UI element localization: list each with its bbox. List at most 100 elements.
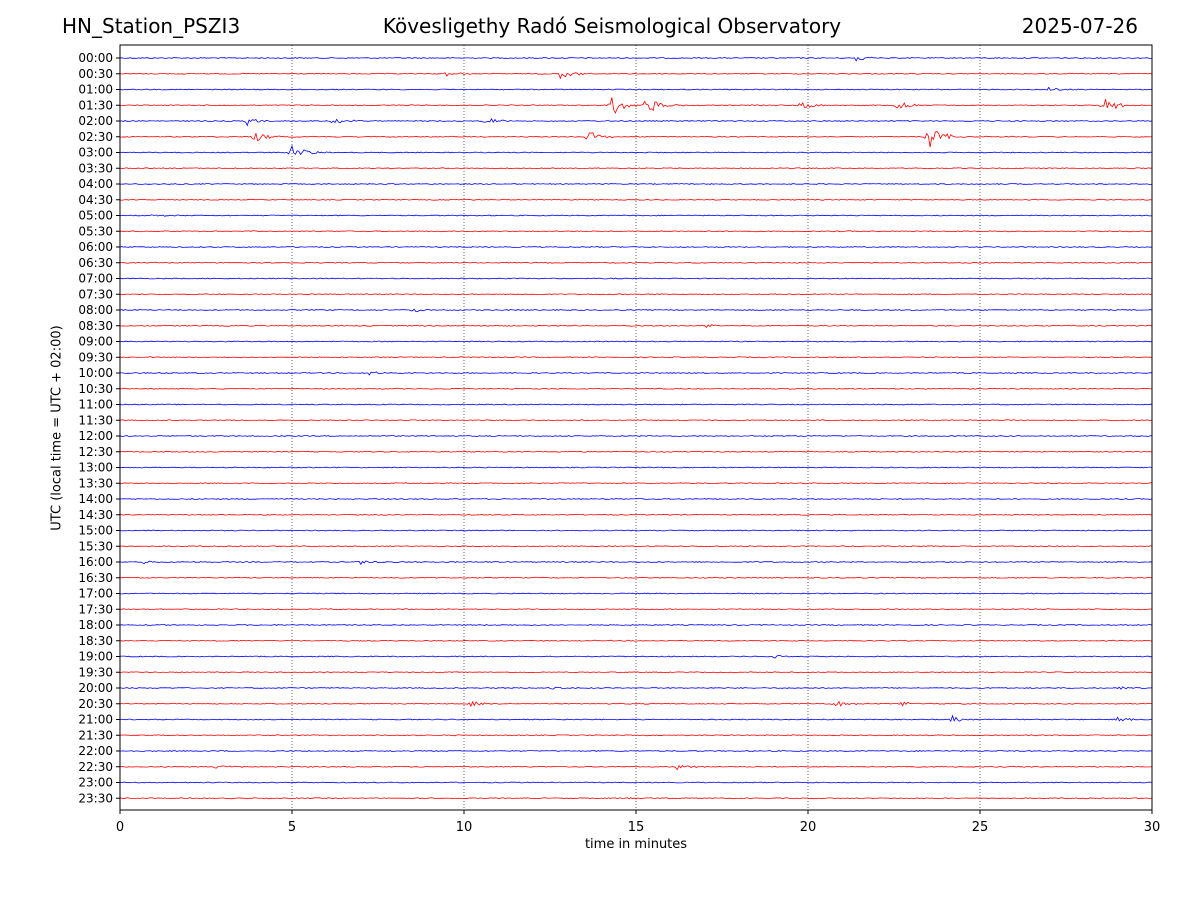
y-tick-label: 11:30: [78, 413, 113, 427]
trace-row: [120, 340, 1153, 343]
y-tick-label: 08:30: [78, 319, 113, 333]
y-tick-label: 21:30: [78, 728, 113, 742]
x-tick-label: 10: [456, 820, 473, 835]
trace-row: [119, 117, 1153, 127]
trace-row: [119, 482, 1152, 485]
trace-row: [119, 246, 1153, 248]
trace-row: [119, 781, 1153, 784]
x-tick-label: 30: [1144, 820, 1161, 835]
y-axis-label: UTC (local time = UTC + 02:00): [49, 325, 65, 531]
y-tick-label: 03:00: [78, 146, 113, 160]
y-tick-label: 16:00: [78, 555, 113, 569]
trace-row: [120, 230, 1153, 233]
trace-row: [120, 592, 1153, 595]
y-tick-label: 05:30: [78, 224, 113, 238]
y-tick-label: 23:00: [78, 776, 113, 790]
y-tick-label: 01:30: [78, 98, 113, 112]
y-tick-label: 18:00: [78, 618, 113, 632]
station-name: HN_Station_PSZI3: [62, 14, 241, 38]
trace-row: [119, 624, 1153, 626]
y-tick-label: 18:30: [78, 634, 113, 648]
grid-lines: [291, 45, 981, 810]
y-tick-label: 00:30: [78, 67, 113, 81]
seismic-traces: [119, 56, 1153, 800]
x-tick-label: 5: [288, 820, 296, 835]
y-tick-label: 07:30: [78, 287, 113, 301]
x-tick-label: 25: [972, 820, 989, 835]
x-tick-label: 0: [116, 820, 124, 835]
trace-row: [119, 198, 1153, 201]
y-tick-label: 04:00: [78, 177, 113, 191]
trace-row: [119, 576, 1153, 579]
trace-row: [119, 764, 1153, 771]
y-tick-label: 15:00: [78, 524, 113, 538]
trace-row: [119, 498, 1153, 500]
trace-row: [119, 671, 1153, 674]
trace-row: [119, 56, 1152, 62]
plot-frame: [119, 44, 1153, 811]
y-tick-label: 04:30: [78, 193, 113, 207]
trace-row: [119, 97, 1153, 114]
trace-row: [119, 700, 1153, 708]
trace-row: [119, 639, 1153, 642]
x-axis-label: time in minutes: [584, 837, 688, 852]
x-tick-labels: 0 5 10 15 20 25 30: [116, 810, 1160, 835]
y-tick-label: 21:00: [78, 713, 113, 727]
trace-row: [119, 72, 1153, 80]
x-tick-label: 15: [628, 820, 645, 835]
y-tick-label: 22:00: [78, 744, 113, 758]
y-tick-label: 01:00: [78, 83, 113, 97]
y-tick-label: 10:30: [78, 382, 113, 396]
y-tick-label: 12:30: [78, 445, 113, 459]
trace-row: [119, 435, 1153, 437]
y-tick-label: 11:00: [78, 398, 113, 412]
trace-row: [119, 144, 1153, 156]
trace-row: [119, 513, 1153, 516]
trace-row: [120, 750, 1153, 752]
y-tick-label: 10:00: [78, 366, 113, 380]
y-tick-label: 15:30: [78, 539, 113, 553]
trace-row: [119, 797, 1152, 800]
y-tick-label: 07:00: [78, 272, 113, 286]
trace-row: [119, 529, 1153, 532]
trace-row: [119, 261, 1153, 264]
y-tick-label: 20:30: [78, 697, 113, 711]
y-tick-label: 23:30: [78, 791, 113, 805]
trace-row: [119, 545, 1153, 548]
y-tick-label: 09:30: [78, 350, 113, 364]
y-tick-label: 20:00: [78, 681, 113, 695]
y-tick-label: 06:30: [78, 256, 113, 270]
y-tick-label: 03:30: [78, 161, 113, 175]
y-tick-label: 22:30: [78, 760, 113, 774]
trace-row: [119, 608, 1153, 611]
y-tick-label: 17:00: [78, 587, 113, 601]
chart-date: 2025-07-26: [1021, 14, 1138, 38]
y-tick-label: 19:00: [78, 650, 113, 664]
trace-row: [119, 686, 1153, 690]
trace-row: [119, 403, 1153, 406]
trace-row: [119, 86, 1153, 91]
trace-row: [119, 356, 1153, 359]
trace-row: [119, 293, 1153, 296]
trace-row: [119, 560, 1153, 565]
y-tick-label: 02:30: [78, 130, 113, 144]
trace-row: [119, 734, 1153, 737]
y-tick-label: 02:00: [78, 114, 113, 128]
y-tick-label: 14:30: [78, 508, 113, 522]
y-tick-label: 14:00: [78, 492, 113, 506]
y-tick-label: 16:30: [78, 571, 113, 585]
trace-row: [119, 655, 1153, 659]
y-tick-label: 00:00: [78, 51, 113, 65]
trace-row: [119, 167, 1153, 170]
trace-row: [119, 308, 1153, 313]
y-tick-label: 13:30: [78, 476, 113, 490]
trace-row: [119, 277, 1153, 280]
y-tick-label: 06:00: [78, 240, 113, 254]
trace-row: [119, 450, 1153, 453]
trace-row: [119, 371, 1153, 376]
y-tick-label: 17:30: [78, 602, 113, 616]
y-tick-label: 05:00: [78, 209, 113, 223]
trace-row: [119, 214, 1153, 217]
